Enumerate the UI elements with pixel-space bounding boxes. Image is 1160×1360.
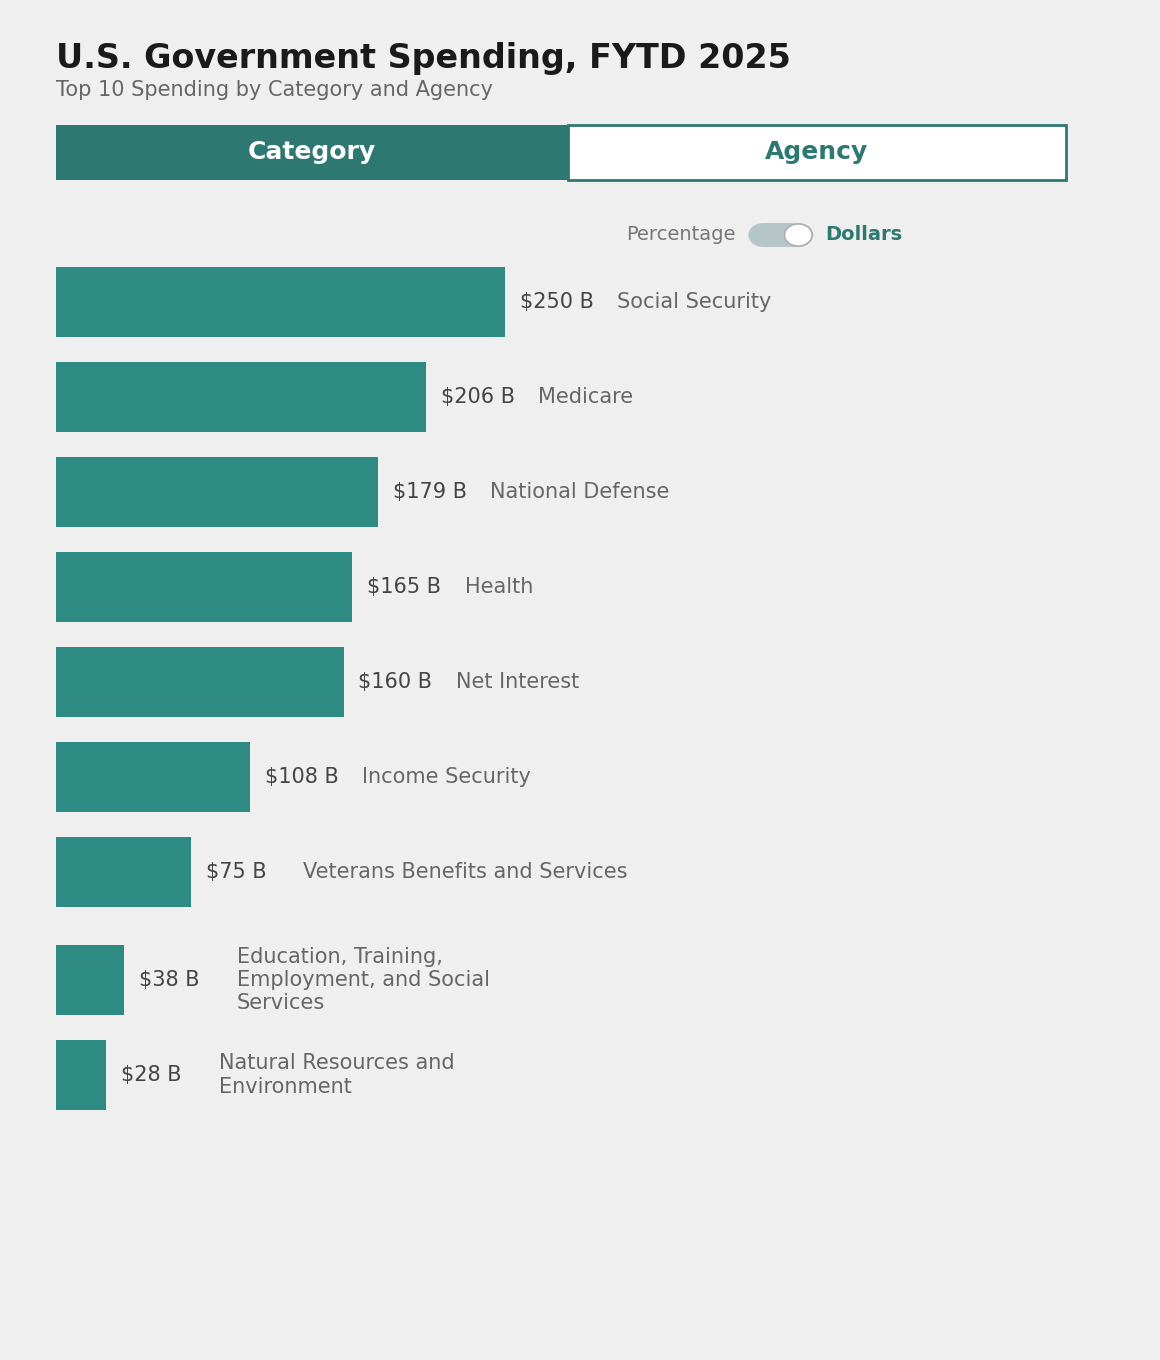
Text: Veterans Benefits and Services: Veterans Benefits and Services xyxy=(303,862,628,883)
Text: $38 B: $38 B xyxy=(139,970,200,990)
Text: National Defense: National Defense xyxy=(490,481,669,502)
Text: Social Security: Social Security xyxy=(617,292,771,311)
Bar xyxy=(56,945,124,1015)
Bar xyxy=(56,552,353,622)
Text: Percentage: Percentage xyxy=(626,226,735,245)
Text: $206 B: $206 B xyxy=(441,388,515,407)
Text: Category: Category xyxy=(248,140,376,165)
Bar xyxy=(56,743,251,812)
Text: $179 B: $179 B xyxy=(392,481,466,502)
Circle shape xyxy=(783,223,813,248)
Bar xyxy=(56,457,378,526)
Text: Education, Training,
Employment, and Social
Services: Education, Training, Employment, and Soc… xyxy=(237,947,490,1013)
Text: $108 B: $108 B xyxy=(266,767,339,787)
Bar xyxy=(56,125,567,180)
Text: $160 B: $160 B xyxy=(358,672,433,692)
Text: Agency: Agency xyxy=(766,140,869,165)
Circle shape xyxy=(748,223,778,248)
Text: Natural Resources and
Environment: Natural Resources and Environment xyxy=(219,1054,455,1096)
Bar xyxy=(56,1040,107,1110)
Bar xyxy=(56,267,505,337)
Text: $250 B: $250 B xyxy=(520,292,594,311)
Bar xyxy=(567,125,1066,180)
Circle shape xyxy=(784,224,812,246)
Bar xyxy=(56,362,426,432)
Text: Medicare: Medicare xyxy=(538,388,633,407)
Bar xyxy=(56,647,343,717)
Text: Dollars: Dollars xyxy=(826,226,902,245)
Bar xyxy=(763,223,798,248)
Text: U.S. Government Spending, FYTD 2025: U.S. Government Spending, FYTD 2025 xyxy=(56,42,791,75)
Text: $75 B: $75 B xyxy=(205,862,267,883)
Text: Income Security: Income Security xyxy=(362,767,531,787)
Text: $165 B: $165 B xyxy=(368,577,442,597)
Bar xyxy=(56,836,191,907)
Text: Net Interest: Net Interest xyxy=(456,672,579,692)
Text: Health: Health xyxy=(465,577,534,597)
Text: $28 B: $28 B xyxy=(122,1065,182,1085)
Text: Top 10 Spending by Category and Agency: Top 10 Spending by Category and Agency xyxy=(56,80,493,101)
